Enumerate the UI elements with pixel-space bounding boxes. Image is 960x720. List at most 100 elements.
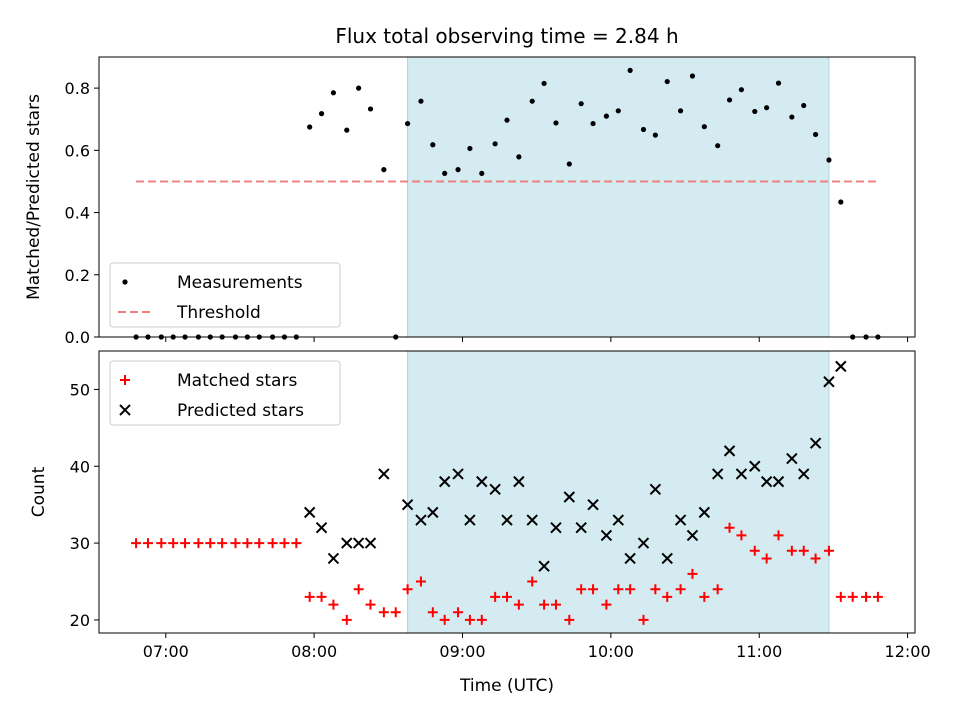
data-point <box>649 483 662 496</box>
data-point <box>318 111 325 117</box>
data-point <box>736 530 747 541</box>
y-tick-label: 40 <box>70 457 90 476</box>
data-point <box>563 491 576 503</box>
data-point <box>675 584 686 595</box>
ratio-panel: 0.0 0.2 0.4 0.6 0.8 Matched/Predicted stars Me… <box>24 56 916 347</box>
data-point <box>613 584 624 595</box>
legend-marker <box>120 375 130 385</box>
data-point <box>715 143 721 149</box>
data-point <box>772 475 785 488</box>
data-point <box>723 445 736 457</box>
data-point <box>539 599 550 610</box>
data-point <box>453 607 464 618</box>
data-point <box>761 553 772 564</box>
data-point <box>798 468 810 480</box>
data-point <box>698 506 711 519</box>
data-point <box>341 614 352 625</box>
data-point <box>364 537 377 549</box>
data-point <box>661 552 673 565</box>
data-point <box>490 591 501 602</box>
data-point <box>786 545 797 556</box>
data-point <box>625 584 636 595</box>
data-point <box>476 475 488 488</box>
data-point <box>812 131 819 138</box>
data-point <box>404 120 411 127</box>
data-point <box>749 545 760 556</box>
observing-window-band <box>407 56 830 338</box>
data-point <box>330 90 337 96</box>
x-tick-label: 12:00 <box>885 642 931 661</box>
chart-title: Flux total observing time = 2.84 h <box>335 24 678 48</box>
data-point <box>724 522 735 533</box>
data-point <box>847 591 858 602</box>
data-point <box>823 376 835 388</box>
data-point <box>438 475 451 488</box>
data-point <box>541 80 547 87</box>
data-point <box>452 468 464 480</box>
data-point <box>415 514 427 526</box>
data-point <box>823 545 834 556</box>
data-point <box>627 67 633 73</box>
data-point <box>674 514 687 526</box>
data-point <box>711 468 724 480</box>
data-point <box>489 483 501 496</box>
data-point <box>587 498 599 511</box>
data-point <box>504 117 510 123</box>
data-point <box>527 576 538 587</box>
data-point <box>601 599 612 610</box>
data-point <box>316 591 327 602</box>
data-point <box>686 529 699 542</box>
data-point <box>760 475 773 488</box>
x-tick-label: 08:00 <box>291 642 337 661</box>
data-point <box>267 538 278 549</box>
data-point <box>612 514 624 526</box>
x-tick-label: 10:00 <box>588 642 634 661</box>
legend: Matched stars Predicted stars <box>109 360 341 426</box>
data-point <box>835 591 846 602</box>
data-point <box>254 538 265 549</box>
legend: Measurements Threshold <box>109 262 341 328</box>
series-predicted-stars <box>303 360 847 572</box>
data-point <box>156 538 167 549</box>
data-point <box>381 167 387 173</box>
axes-frame <box>98 350 916 634</box>
data-point <box>142 538 153 549</box>
data-point <box>566 161 572 167</box>
data-point <box>529 98 535 104</box>
data-point <box>378 607 389 618</box>
data-point <box>550 599 561 610</box>
data-point <box>367 106 374 112</box>
data-point <box>726 97 733 103</box>
data-point <box>615 108 621 114</box>
y-tick-label: 20 <box>70 611 90 630</box>
legend-label: Threshold <box>176 303 261 323</box>
data-point <box>217 538 228 549</box>
data-point <box>390 607 401 618</box>
data-point <box>492 141 498 147</box>
data-point <box>242 538 253 549</box>
series-matched-stars <box>131 522 883 625</box>
data-point <box>304 591 315 602</box>
data-point <box>502 591 512 602</box>
data-point <box>588 584 599 595</box>
legend-label: Matched stars <box>177 371 297 391</box>
data-point <box>401 498 414 511</box>
data-point <box>637 537 650 549</box>
data-point <box>801 102 807 109</box>
data-point <box>701 124 707 130</box>
data-point <box>775 80 782 86</box>
data-point <box>624 552 636 565</box>
data-point <box>835 360 847 373</box>
data-point <box>513 599 524 610</box>
data-point <box>872 591 883 602</box>
data-point <box>650 584 661 595</box>
data-point <box>838 199 844 205</box>
data-point <box>603 113 610 119</box>
data-point <box>735 468 748 480</box>
data-point <box>303 506 316 519</box>
data-point <box>131 538 142 549</box>
data-point <box>365 599 376 610</box>
data-point <box>402 584 413 595</box>
data-point <box>576 584 587 595</box>
